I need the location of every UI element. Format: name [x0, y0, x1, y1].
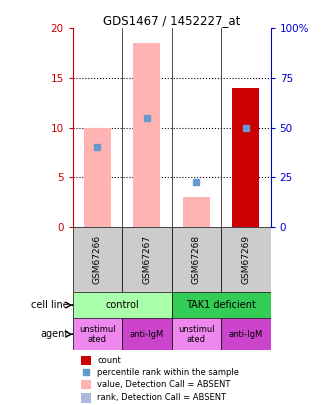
Bar [172, 318, 221, 350]
Bar [73, 292, 172, 318]
Bar [183, 197, 210, 227]
Text: unstimul
ated: unstimul ated [79, 324, 116, 344]
Bar [81, 356, 91, 365]
Text: rank, Detection Call = ABSENT: rank, Detection Call = ABSENT [97, 393, 226, 403]
Text: GSM67268: GSM67268 [192, 235, 201, 284]
Bar [73, 318, 122, 350]
Text: control: control [105, 300, 139, 310]
Bar [81, 380, 91, 390]
Text: cell line: cell line [31, 300, 69, 310]
Text: GSM67267: GSM67267 [142, 235, 151, 284]
Text: percentile rank within the sample: percentile rank within the sample [97, 368, 239, 377]
Bar [172, 292, 271, 318]
Bar [122, 318, 172, 350]
Title: GDS1467 / 1452227_at: GDS1467 / 1452227_at [103, 14, 240, 27]
Text: GSM67266: GSM67266 [93, 235, 102, 284]
Text: agent: agent [40, 329, 69, 339]
Bar [221, 318, 271, 350]
Text: anti-IgM: anti-IgM [130, 330, 164, 339]
Bar [73, 227, 122, 292]
Bar [122, 227, 172, 292]
Text: count: count [97, 356, 121, 365]
Bar [133, 43, 160, 227]
Text: unstimul
ated: unstimul ated [178, 324, 214, 344]
Bar [172, 227, 221, 292]
Text: GSM67269: GSM67269 [241, 235, 250, 284]
Bar [84, 128, 111, 227]
Text: value, Detection Call = ABSENT: value, Detection Call = ABSENT [97, 380, 231, 389]
Text: TAK1 deficient: TAK1 deficient [186, 300, 256, 310]
Bar [81, 393, 91, 403]
Bar [221, 227, 271, 292]
Text: anti-IgM: anti-IgM [229, 330, 263, 339]
Bar [232, 88, 259, 227]
